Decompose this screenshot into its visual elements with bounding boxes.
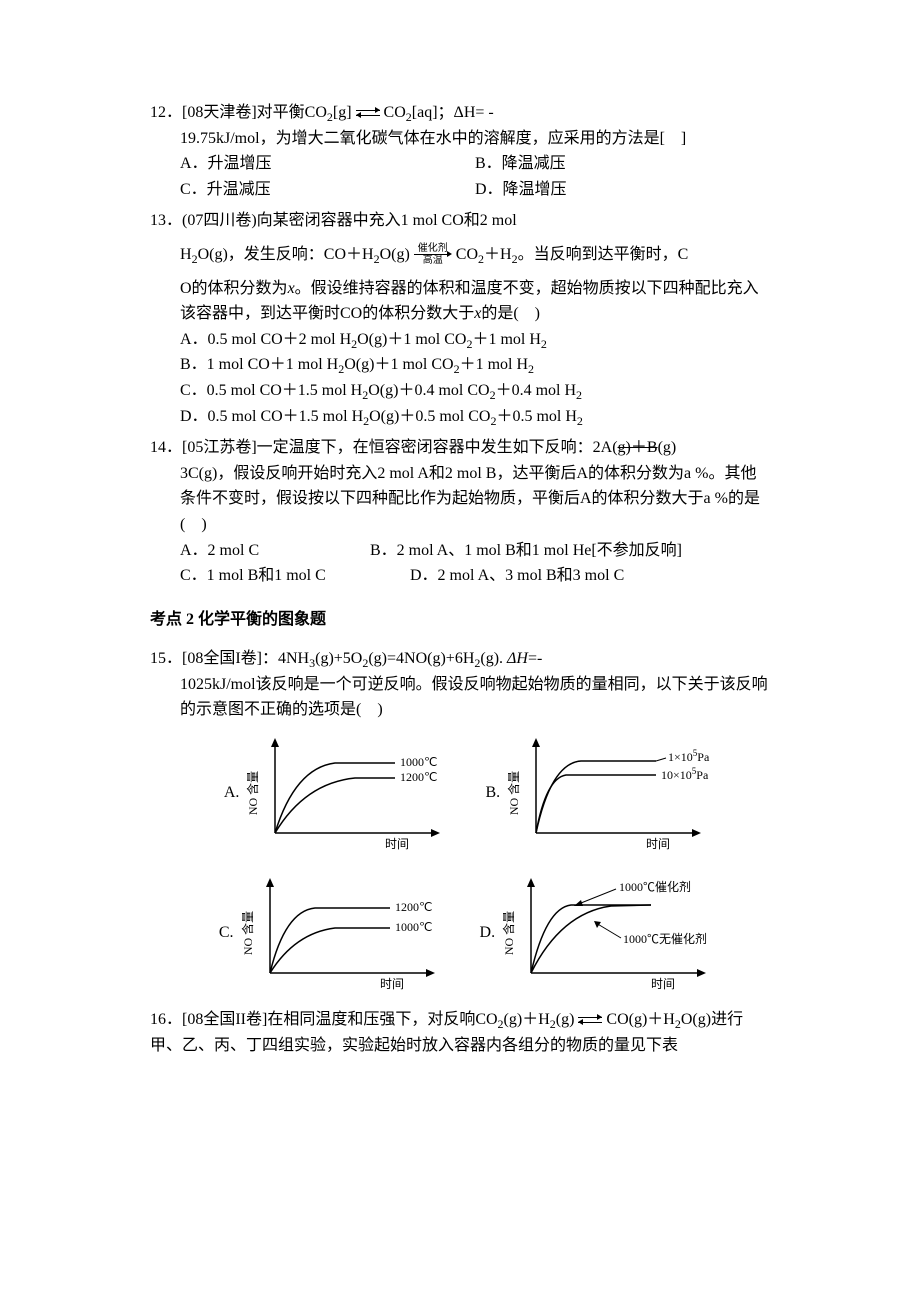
q14-opts-row1: A．2 mol C B．2 mol A、1 mol B和1 mol He[不参加… — [150, 538, 770, 564]
graph-D-svg: NO 含量 时间 1000℃催化剂 1000℃无催化剂 — [501, 873, 731, 993]
section-2-header: 考点 2 化学平衡的图象题 — [150, 607, 770, 633]
graph-B-letter: B. — [485, 780, 500, 806]
graph-B-botlabel: 10×105Pa — [661, 766, 709, 782]
graph-B-svg: NO 含量 时间 1×105Pa 10×105Pa — [506, 733, 726, 853]
graph-C-ylabel: NO 含量 — [240, 911, 255, 955]
q13-l3c: 的是( ) — [481, 305, 540, 322]
graph-A: A. NO 含量 时间 1000℃ 1200℃ — [224, 733, 456, 853]
graph-C-xlabel: 时间 — [380, 977, 404, 991]
question-14: 14．[05江苏卷]一定温度下，在恒容密闭容器中发生如下反响：2A(g)＋B(g… — [150, 435, 770, 589]
q12-mid: [g] — [333, 104, 352, 121]
graph-B-toplabel: 1×105Pa — [668, 748, 710, 764]
graph-A-botlabel: 1200℃ — [400, 770, 437, 784]
q13-l2f: 。当反响到达平衡时，C — [518, 246, 689, 263]
q13-optC: C．0.5 mol CO＋1.5 mol H2O(g)＋0.4 mol CO2＋… — [150, 378, 770, 404]
q13-optB: B．1 mol CO＋1 mol H2O(g)＋1 mol CO2＋1 mol … — [150, 352, 770, 378]
q15-line2: 1025kJ/mol该反响是一个可逆反响。假设反响物起始物质的量相同，以下关于该… — [150, 672, 770, 723]
q12-options-row2: C．升温减压 D．降温增压 — [150, 177, 770, 203]
graph-A-toplabel: 1000℃ — [400, 755, 437, 769]
q16-l1d: CO(g)＋H — [606, 1011, 674, 1028]
q14-strike: g)＋B — [618, 439, 658, 456]
question-16: 16．[08全国II卷]在相同温度和压强下，对反响CO2(g)＋H2(g) CO… — [150, 1007, 770, 1058]
q15-H: H — [516, 650, 528, 667]
q12-optD: D．降温增压 — [475, 177, 770, 203]
graph-B-xlabel: 时间 — [646, 837, 670, 851]
q14-optA: A．2 mol C — [180, 538, 370, 564]
graph-C-svg: NO 含量 时间 1200℃ 1000℃ — [240, 873, 450, 993]
q15-delta: Δ — [507, 650, 516, 667]
q13-line3: O的体积分数为x。假设维持容器的体积和温度不变，超始物质按以下四种配比充入该容器… — [150, 276, 770, 327]
graph-D-letter: D. — [480, 920, 496, 946]
q15-l1a: 15．[08全国I卷]：4NH — [150, 650, 309, 667]
q15-l1e: =- — [528, 650, 542, 667]
q14-opts-row2: C．1 mol B和1 mol C D．2 mol A、3 mol B和3 mo… — [150, 563, 770, 589]
q16-stem: 16．[08全国II卷]在相同温度和压强下，对反响CO2(g)＋H2(g) CO… — [150, 1007, 770, 1058]
q14-line2: 3C(g)，假设反响开始时充入2 mol A和2 mol B，达平衡后A的体积分… — [150, 461, 770, 538]
q13-l2a: H — [180, 246, 192, 263]
q13-l3a: O的体积分数为 — [180, 280, 288, 297]
q14-l1b: (g) — [658, 439, 677, 456]
q12-optA: A．升温增压 — [180, 151, 475, 177]
graph-C-letter: C. — [219, 920, 234, 946]
q15-l1b: (g)+5O — [315, 650, 362, 667]
q13-l2b: O(g)，发生反响：CO＋H — [198, 246, 374, 263]
graph-D: D. NO 含量 时间 1000℃催化剂 1000℃无催化剂 — [480, 873, 732, 993]
q14-line1: 14．[05江苏卷]一定温度下，在恒容密闭容器中发生如下反响：2A(g)＋B(g… — [150, 435, 770, 461]
q14-l1a: 14．[05江苏卷]一定温度下，在恒容密闭容器中发生如下反响：2A( — [150, 439, 618, 456]
q16-l1a: 16．[08全国II卷]在相同温度和压强下，对反响CO — [150, 1011, 498, 1028]
q13-l2e: ＋H — [484, 246, 512, 263]
q14-optD: D．2 mol A、3 mol B和3 mol C — [410, 563, 624, 589]
q13-line2: H2O(g)，发生反响：CO＋H2O(g) 催化剂 高温 CO2＋H2。当反响到… — [150, 242, 770, 268]
q13-l2d: CO — [456, 246, 478, 263]
q14-optC: C．1 mol B和1 mol C — [180, 563, 410, 589]
q13-x1: x — [288, 280, 295, 297]
q13-l2c: O(g) — [380, 246, 410, 263]
graph-A-svg: NO 含量 时间 1000℃ 1200℃ — [245, 733, 455, 853]
q14-optB: B．2 mol A、1 mol B和1 mol He[不参加反响] — [370, 538, 682, 564]
graph-C-toplabel: 1200℃ — [395, 900, 432, 914]
q12-options-row1: A．升温增压 B．降温减压 — [150, 151, 770, 177]
graph-D-xlabel: 时间 — [651, 977, 675, 991]
q12-end: [aq]；ΔH= - — [412, 104, 494, 121]
question-13: 13．(07四川卷)向某密闭容器中充入1 mol CO和2 mol H2O(g)… — [150, 208, 770, 429]
q12-after: CO — [384, 104, 406, 121]
graph-B: B. NO 含量 时间 1×105Pa 10×105Pa — [485, 733, 726, 853]
q16-l1b: (g)＋H — [504, 1011, 550, 1028]
graph-A-xlabel: 时间 — [385, 837, 409, 851]
condition-arrow-icon: 催化剂 高温 — [414, 245, 452, 265]
q12-stem: 12．[08天津卷]对平衡CO2[g] CO2[aq]；ΔH= - — [150, 100, 770, 126]
q13-line1: 13．(07四川卷)向某密闭容器中充入1 mol CO和2 mol — [150, 208, 770, 234]
q15-line1: 15．[08全国I卷]：4NH3(g)+5O2(g)=4NO(g)+6H2(g)… — [150, 646, 770, 672]
q12-line2: 19.75kJ/mol，为增大二氧化碳气体在水中的溶解度，应采用的方法是[ ] — [150, 126, 770, 152]
q13-optD: D．0.5 mol CO＋1.5 mol H2O(g)＋0.5 mol CO2＋… — [150, 404, 770, 430]
equilibrium-icon — [578, 1014, 602, 1026]
q12-optC: C．升温减压 — [180, 177, 475, 203]
graph-D-ylabel: NO 含量 — [501, 911, 516, 955]
q12-optB: B．降温减压 — [475, 151, 770, 177]
q15-l1d: (g). — [480, 650, 507, 667]
question-12: 12．[08天津卷]对平衡CO2[g] CO2[aq]；ΔH= - 19.75k… — [150, 100, 770, 202]
graph-A-letter: A. — [224, 780, 240, 806]
cond-bot: 高温 — [414, 256, 452, 266]
equilibrium-icon — [356, 107, 380, 119]
graph-D-botlabel: 1000℃无催化剂 — [623, 931, 707, 946]
q15-l1c: (g)=4NO(g)+6H — [368, 650, 474, 667]
question-15: 15．[08全国I卷]：4NH3(g)+5O2(g)=4NO(g)+6H2(g)… — [150, 646, 770, 993]
graph-A-ylabel: NO 含量 — [245, 771, 260, 815]
q13-optA: A．0.5 mol CO＋2 mol H2O(g)＋1 mol CO2＋1 mo… — [150, 327, 770, 353]
graph-B-ylabel: NO 含量 — [506, 771, 521, 815]
q12-prefix: 12．[08天津卷]对平衡CO — [150, 104, 327, 121]
graph-C: C. NO 含量 时间 1200℃ 1000℃ — [219, 873, 450, 993]
q15-graphs: A. NO 含量 时间 1000℃ 1200℃ B. N — [180, 733, 770, 993]
graph-D-toplabel: 1000℃催化剂 — [619, 879, 691, 894]
graph-C-botlabel: 1000℃ — [395, 920, 432, 934]
q16-l1c: (g) — [556, 1011, 575, 1028]
